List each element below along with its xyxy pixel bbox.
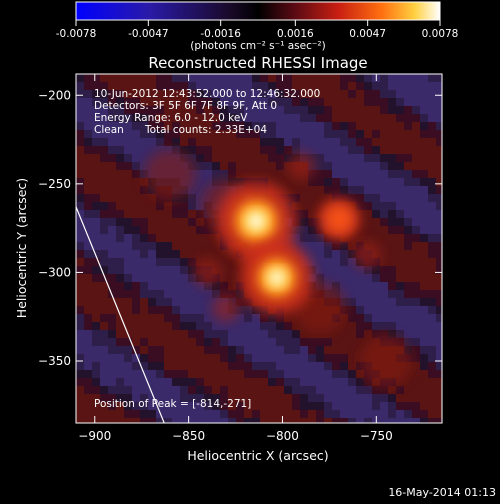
source-core-orange	[324, 205, 353, 234]
emission-sources	[143, 148, 412, 387]
footer-timestamp: 16-May-2014 01:13	[388, 486, 496, 499]
solar-limb-line	[76, 206, 165, 423]
heatmap-image	[76, 74, 442, 423]
minor-emission	[193, 258, 222, 287]
x-tick-label: −900	[78, 429, 111, 443]
plot-frame	[75, 73, 443, 424]
x-tick-label: −750	[360, 429, 393, 443]
colorbar	[75, 1, 441, 21]
y-axis-ticks: −200 −250 −300 −350	[38, 88, 442, 368]
x-tick-label: −800	[266, 429, 299, 443]
y-tick-label: −350	[38, 354, 71, 368]
colorbar-tick-label: 0.0078	[422, 28, 459, 40]
total-counts-text: Total counts: 2.33E+04	[144, 124, 267, 136]
x-axis-label: Heliocentric X (arcsec)	[187, 448, 328, 463]
colorbar-tick-label: 0.0016	[277, 28, 314, 40]
peak-position-text: Position of Peak = [-814,-271]	[94, 398, 251, 410]
colorbar-tick-label: -0.0078	[56, 28, 97, 40]
colorbar-tick-label: 0.0047	[349, 28, 386, 40]
y-tick-label: −200	[38, 88, 71, 102]
source-peak-white	[269, 270, 285, 285]
x-axis-ticks: −900 −850 −800 −750	[78, 74, 393, 443]
colorbar-ticks: -0.0078 -0.0047 -0.0016 0.0016 0.0047 0.0078	[56, 20, 459, 40]
ribbon-glow	[143, 148, 196, 201]
y-tick-label: −300	[38, 265, 71, 279]
time-range-text: 10-Jun-2012 12:43:52.000 to 12:46:32.000	[94, 88, 320, 100]
minor-emission	[212, 293, 241, 322]
chart-title: Reconstructed RHESSI Image	[148, 54, 367, 72]
detectors-text: Detectors: 3F 5F 6F 7F 8F 9F, Att 0	[94, 100, 277, 112]
clean-method-text: Clean	[94, 124, 124, 136]
minor-emission	[287, 152, 316, 181]
minor-emission	[352, 240, 381, 269]
y-tick-label: −250	[38, 177, 71, 191]
colorbar-tick-label: -0.0016	[200, 28, 241, 40]
energy-range-text: Energy Range: 6.0 - 12.0 keV	[94, 112, 248, 124]
colorbar-tick-label: -0.0047	[128, 28, 169, 40]
source-peak-white	[248, 213, 265, 230]
y-axis-label: Heliocentric Y (arcsec)	[14, 178, 29, 318]
ribbon-glow	[359, 334, 412, 387]
x-tick-label: −850	[172, 429, 205, 443]
colorbar-units-label: (photons cm⁻² s⁻¹ asec⁻²)	[190, 40, 325, 52]
